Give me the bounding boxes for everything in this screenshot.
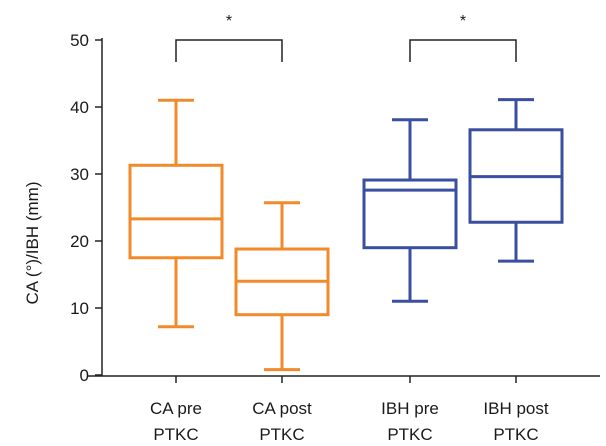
axes-layer: 0 10 20 30 40 50 CA pre PTKC CA post PTKC IBH pre P… xyxy=(70,31,600,444)
y-tick-label: 50 xyxy=(70,31,89,50)
x-tick-label-line1: IBH pre xyxy=(381,399,439,418)
x-tick-label-line2: PTKC xyxy=(259,425,304,444)
iqr-box xyxy=(362,178,458,250)
x-tick-label-line1: CA post xyxy=(252,399,312,418)
x-tick-label-line1: IBH post xyxy=(483,399,548,418)
y-tick-label: 0 xyxy=(80,366,89,385)
box-2 xyxy=(234,201,330,372)
y-tick-label: 30 xyxy=(70,165,89,184)
boxes-layer xyxy=(128,98,564,372)
x-tick-label-line1: CA pre xyxy=(150,399,202,418)
y-tick-label: 20 xyxy=(70,232,89,251)
significance-bracket-1: * xyxy=(175,13,283,62)
box-4 xyxy=(468,98,564,263)
box-1 xyxy=(128,98,224,329)
x-tick-label-line2: PTKC xyxy=(387,425,432,444)
significance-label: * xyxy=(460,13,466,30)
y-tick-label: 10 xyxy=(70,299,89,318)
y-axis-label: CA (°)/IBH (mm) xyxy=(23,182,42,305)
significance-layer: * * xyxy=(175,13,517,62)
iqr-box xyxy=(128,163,224,260)
bracket-line xyxy=(175,39,283,62)
significance-bracket-2: * xyxy=(409,13,517,62)
x-tick-label-line2: PTKC xyxy=(493,425,538,444)
bracket-line xyxy=(409,39,517,62)
box-3 xyxy=(362,118,458,303)
x-tick-label-line2: PTKC xyxy=(153,425,198,444)
y-tick-label: 40 xyxy=(70,98,89,117)
significance-label: * xyxy=(226,13,232,30)
